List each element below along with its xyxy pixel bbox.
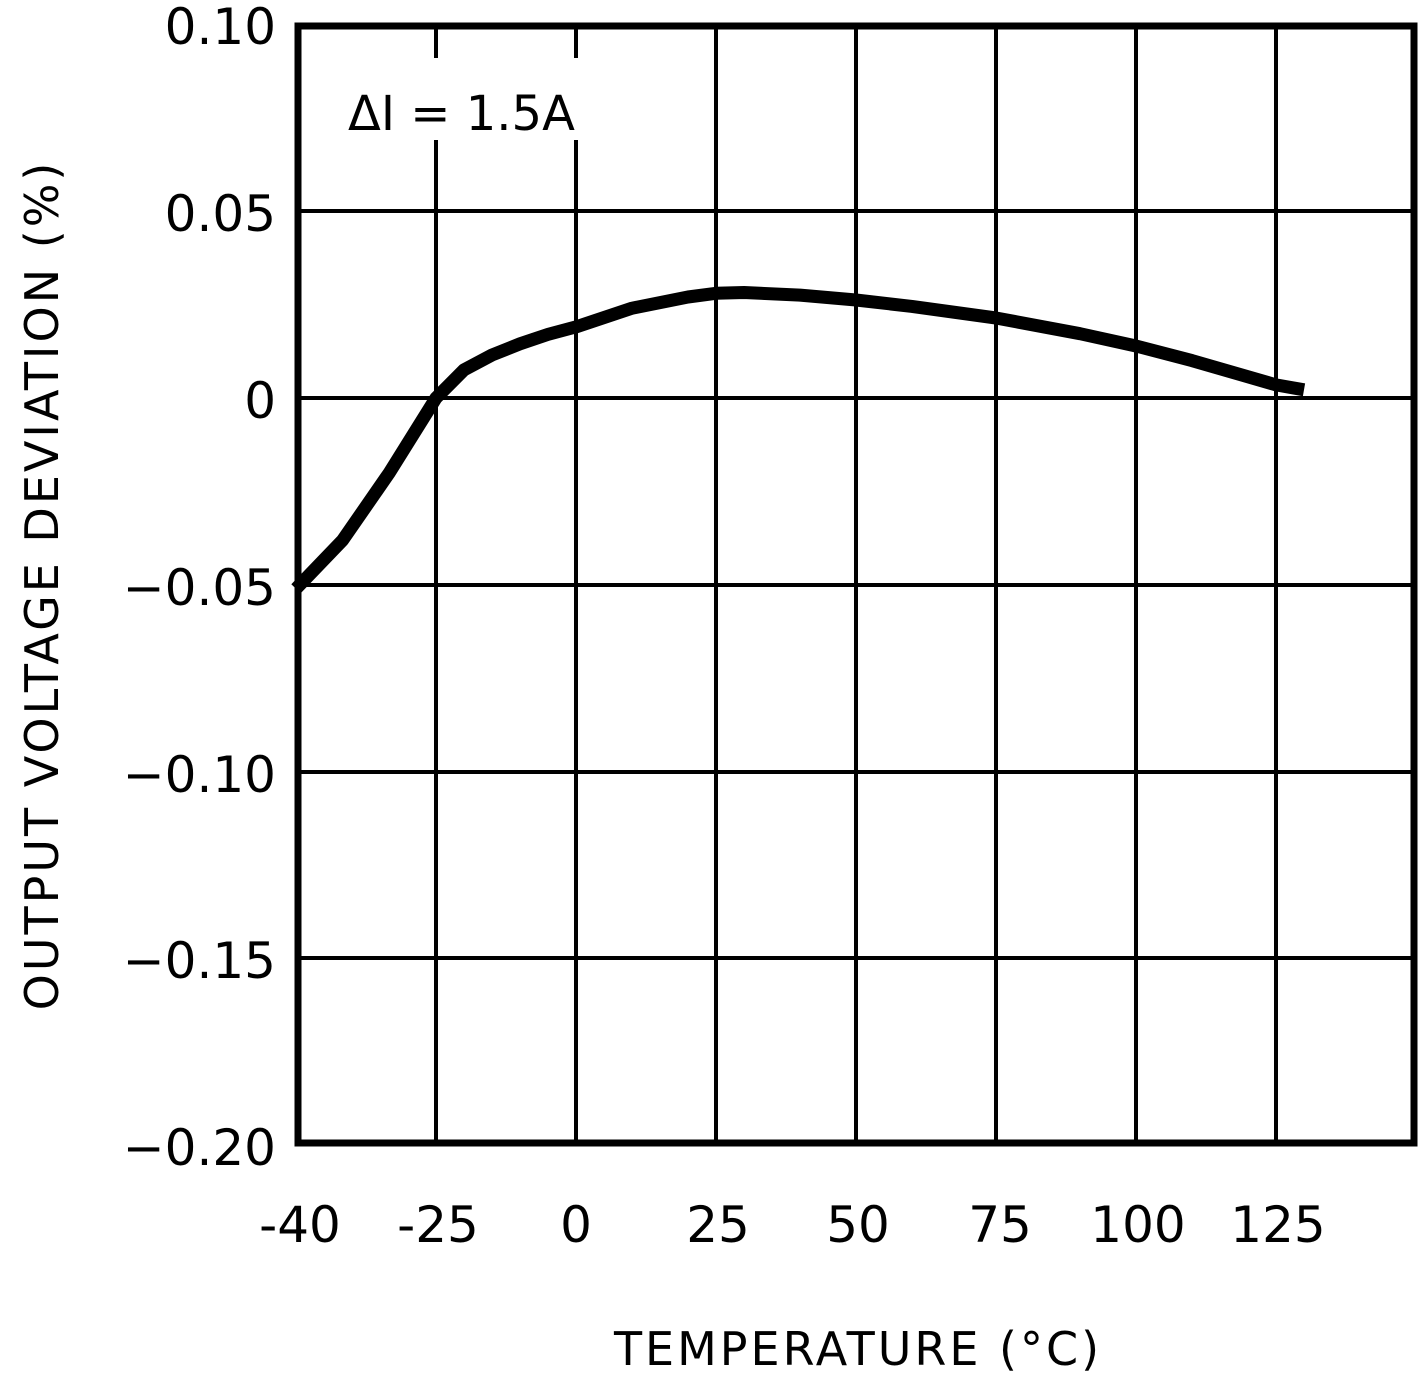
x-tick: 75: [968, 1196, 1032, 1254]
x-tick: -25: [397, 1196, 479, 1254]
y-tick: −0.05: [123, 559, 276, 617]
data-line: [291, 286, 1306, 594]
annotation-mask: [340, 58, 630, 140]
x-tick: -40: [259, 1196, 341, 1254]
y-tick: 0: [244, 372, 276, 430]
y-tick: 0.10: [165, 0, 276, 56]
y-tick: −0.10: [123, 746, 276, 804]
grid: [296, 24, 1416, 1145]
x-axis-title: TEMPERATURE (°C): [613, 1322, 1102, 1375]
x-tick: 50: [826, 1196, 890, 1254]
x-tick: 0: [560, 1196, 592, 1254]
x-tick: 100: [1090, 1196, 1185, 1254]
x-tick: 125: [1230, 1196, 1325, 1254]
x-tick: 25: [686, 1196, 750, 1254]
y-axis-title: OUTPUT VOLTAGE DEVIATION (%): [15, 160, 69, 1011]
y-tick: −0.20: [123, 1119, 276, 1177]
y-axis-ticks: 0.10 0.05 0 −0.05 −0.10 −0.15 −0.20: [123, 0, 276, 1177]
y-tick: −0.15: [123, 932, 276, 990]
y-tick: 0.05: [165, 185, 276, 243]
annotation-text: ΔI = 1.5A: [348, 86, 575, 142]
x-axis-ticks: -40 -25 0 25 50 75 100 125: [259, 1196, 1326, 1254]
